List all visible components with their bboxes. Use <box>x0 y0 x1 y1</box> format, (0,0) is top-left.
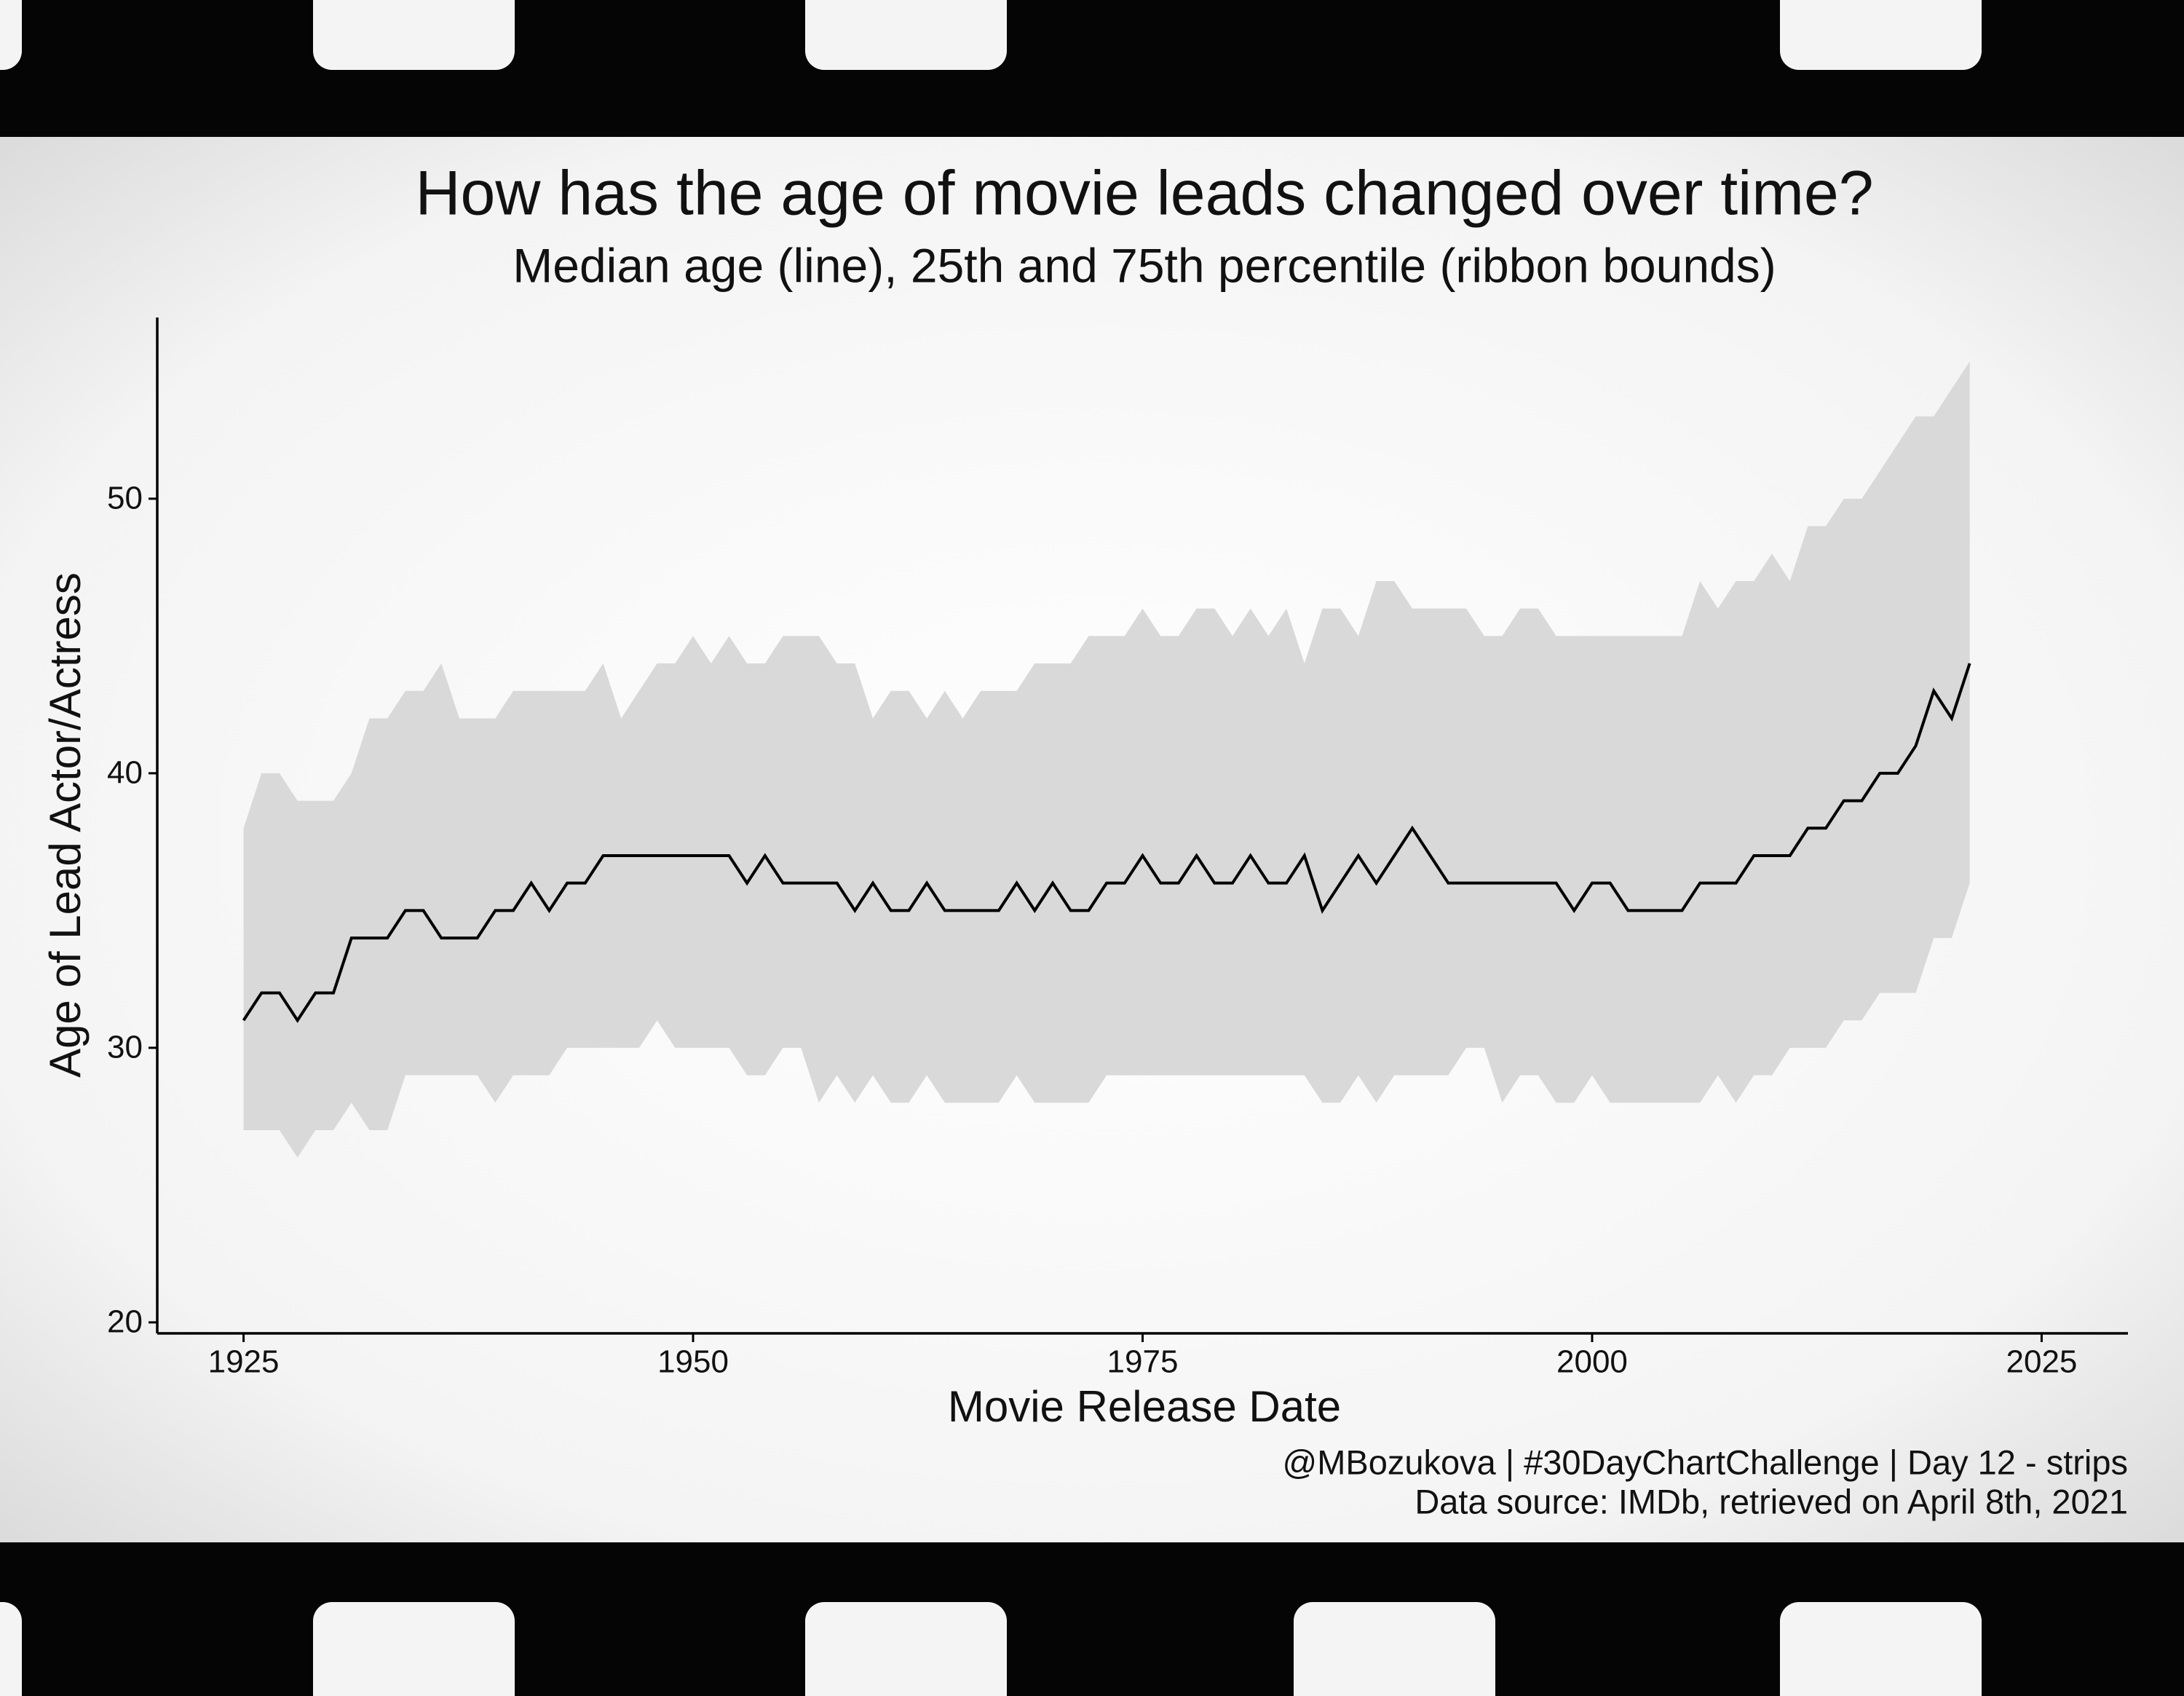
y-tick-label: 40 <box>107 754 143 790</box>
caption: @MBozukova | #30DayChartChallenge | Day … <box>1283 1443 2128 1481</box>
caption: Data source: IMDb, retrieved on April 8t… <box>1415 1482 2128 1521</box>
plot-area: 20 30 40 50 1925 1950 1975 2000 2025 <box>107 317 2128 1380</box>
x-tick-label: 2025 <box>2006 1344 2078 1380</box>
y-tick-label: 50 <box>107 480 143 516</box>
x-tick-label: 1925 <box>208 1344 280 1380</box>
x-tick-label: 1975 <box>1107 1344 1179 1380</box>
x-axis-title: Movie Release Date <box>948 1382 1341 1431</box>
y-axis-title: Age of Lead Actor/Actress <box>41 572 90 1078</box>
median-line <box>242 663 1971 1023</box>
x-tick-label: 1950 <box>657 1344 729 1380</box>
ribbon <box>243 361 1970 1158</box>
film-holes <box>0 0 1982 1696</box>
x-tick-label: 2000 <box>1556 1344 1628 1380</box>
chart-subtitle: Median age (line), 25th and 75th percent… <box>513 238 1776 292</box>
y-tick-label: 20 <box>107 1304 143 1340</box>
chart-title: How has the age of movie leads changed o… <box>415 159 1873 229</box>
y-tick-label: 30 <box>107 1030 143 1065</box>
